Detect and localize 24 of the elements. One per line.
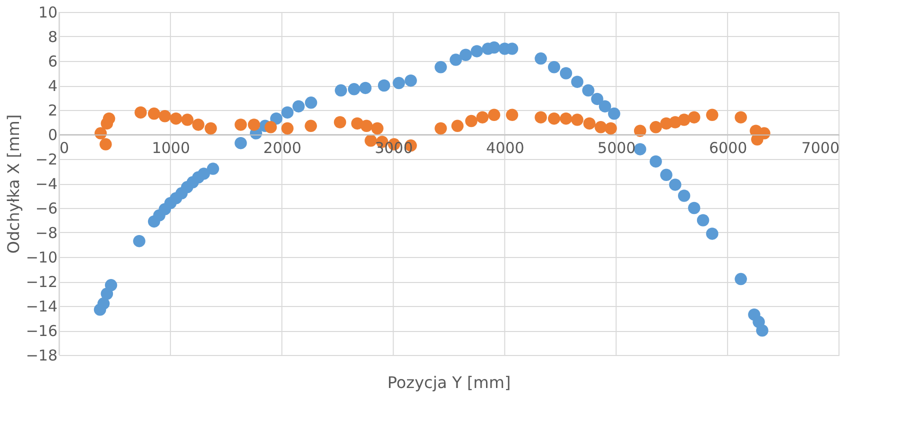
x-tick-label: 2000 — [263, 139, 302, 157]
x-tick-label: 7000 — [801, 139, 840, 157]
y-tick-label: 2 — [48, 102, 58, 120]
y-tick-label: 8 — [48, 28, 58, 46]
y-tick-label: 4 — [48, 77, 58, 95]
y-tick-label: 0 — [48, 126, 58, 144]
y-tick-label: −2 — [35, 150, 58, 168]
y-tick-label: −4 — [35, 175, 58, 193]
x-tick-label: 1000 — [152, 139, 190, 157]
y-tick-label: −12 — [26, 273, 58, 291]
x-tick-label: 5000 — [598, 139, 636, 157]
y-axis-title: Odchyłka X [mm] — [4, 114, 23, 254]
y-tick-label: −6 — [35, 200, 58, 218]
x-tick-label: 0 — [60, 139, 70, 157]
x-tick-label: 6000 — [708, 139, 748, 157]
y-tick-label: −8 — [35, 224, 58, 242]
y-tick-label: −10 — [26, 248, 58, 266]
y-tick-label: −14 — [26, 298, 58, 316]
y-tick-label: 6 — [48, 52, 58, 70]
y-tick-label: 10 — [38, 4, 58, 22]
x-axis-title: Pozycja Y [mm] — [387, 373, 511, 392]
y-tick-label: −18 — [26, 346, 58, 364]
x-tick-label: 4000 — [486, 139, 524, 157]
y-tick-label: −16 — [26, 322, 58, 340]
